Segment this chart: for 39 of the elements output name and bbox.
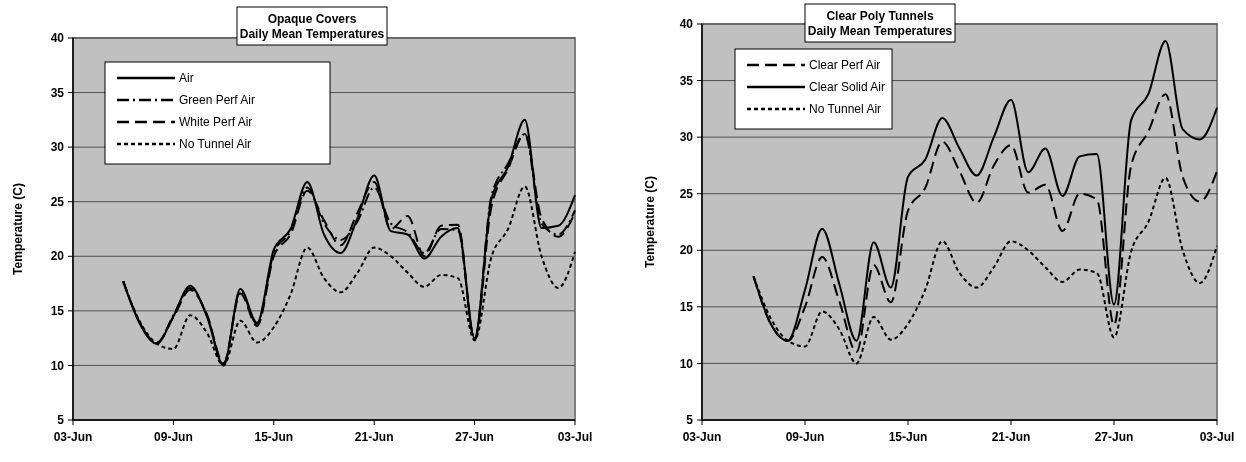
legend-label: Green Perf Air [179, 93, 256, 108]
y-tick-label: 40 [50, 31, 65, 46]
x-tick-label: 21-Jun [354, 430, 394, 444]
y-tick-label: 35 [679, 73, 694, 88]
y-tick-label: 15 [679, 300, 694, 315]
chart-title: Opaque Covers Daily Mean Temperatures [239, 12, 385, 41]
y-axis-title: Temperature (C) [643, 176, 657, 268]
x-tick-label: 03-Jul [557, 430, 593, 444]
y-tick-label: 5 [57, 413, 65, 428]
y-tick-label: 10 [679, 356, 694, 371]
x-tick-label: 27-Jun [455, 430, 494, 444]
y-tick-label: 25 [679, 186, 694, 201]
legend-label: White Perf Air [179, 115, 253, 130]
x-tick-label: 15-Jun [254, 430, 294, 444]
x-tick-label: 15-Jun [888, 430, 928, 444]
legend-label: No Tunnel Air [179, 137, 252, 152]
x-tick-label: 09-Jun [785, 430, 825, 444]
x-tick-label: 03-Jul [1199, 430, 1235, 444]
chart-title: Clear Poly Tunnels Daily Mean Temperatures [807, 9, 953, 38]
x-tick-label: 09-Jun [154, 430, 193, 444]
y-tick-label: 30 [679, 130, 694, 145]
x-tick-label: 03-Jun [682, 430, 722, 444]
y-tick-label: 40 [679, 17, 694, 32]
y-axis-title: Temperature (C) [11, 183, 25, 275]
y-tick-label: 5 [686, 413, 694, 428]
legend-label: Clear Solid Air [809, 80, 886, 95]
y-tick-label: 15 [50, 304, 65, 319]
y-tick-label: 20 [50, 249, 65, 264]
y-tick-label: 35 [50, 85, 65, 100]
x-tick-label: 27-Jun [1094, 430, 1134, 444]
y-tick-label: 30 [50, 140, 65, 155]
y-tick-label: 20 [679, 243, 694, 258]
legend-label: Air [179, 71, 194, 86]
y-tick-label: 10 [50, 358, 65, 373]
y-tick-label: 25 [50, 194, 65, 209]
legend-label: Clear Perf Air [809, 58, 881, 73]
legend-label: No Tunnel Air [809, 102, 882, 117]
x-tick-label: 21-Jun [991, 430, 1031, 444]
x-tick-label: 03-Jun [53, 430, 93, 444]
